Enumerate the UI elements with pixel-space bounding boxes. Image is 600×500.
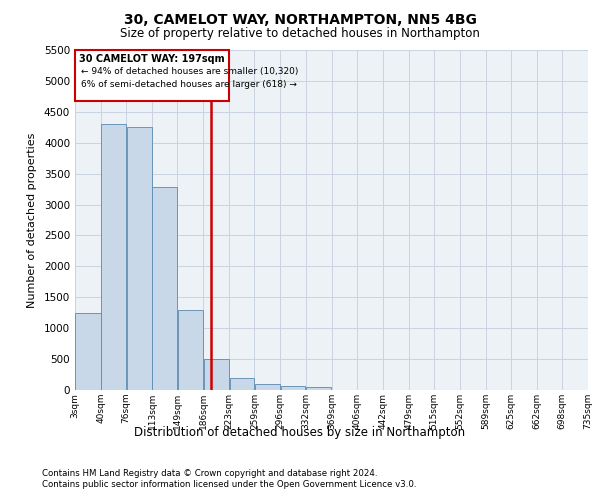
Bar — [203, 359, 229, 390]
Text: Distribution of detached houses by size in Northampton: Distribution of detached houses by size … — [134, 426, 466, 439]
Bar — [76, 312, 101, 390]
Text: 6% of semi-detached houses are larger (618) →: 6% of semi-detached houses are larger (6… — [80, 80, 296, 90]
Text: 30, CAMELOT WAY, NORTHAMPTON, NN5 4BG: 30, CAMELOT WAY, NORTHAMPTON, NN5 4BG — [124, 12, 476, 26]
Text: 30 CAMELOT WAY: 197sqm: 30 CAMELOT WAY: 197sqm — [79, 54, 225, 64]
Bar — [152, 187, 177, 390]
Text: Size of property relative to detached houses in Northampton: Size of property relative to detached ho… — [120, 28, 480, 40]
Bar — [101, 124, 126, 390]
Bar — [230, 378, 254, 390]
Bar — [281, 386, 305, 390]
Text: ← 94% of detached houses are smaller (10,320): ← 94% of detached houses are smaller (10… — [80, 68, 298, 76]
Bar — [306, 386, 331, 390]
Bar — [178, 310, 203, 390]
FancyBboxPatch shape — [75, 50, 229, 100]
Bar — [255, 384, 280, 390]
Y-axis label: Number of detached properties: Number of detached properties — [27, 132, 37, 308]
Text: Contains HM Land Registry data © Crown copyright and database right 2024.: Contains HM Land Registry data © Crown c… — [42, 468, 377, 477]
Bar — [127, 128, 152, 390]
Text: Contains public sector information licensed under the Open Government Licence v3: Contains public sector information licen… — [42, 480, 416, 489]
